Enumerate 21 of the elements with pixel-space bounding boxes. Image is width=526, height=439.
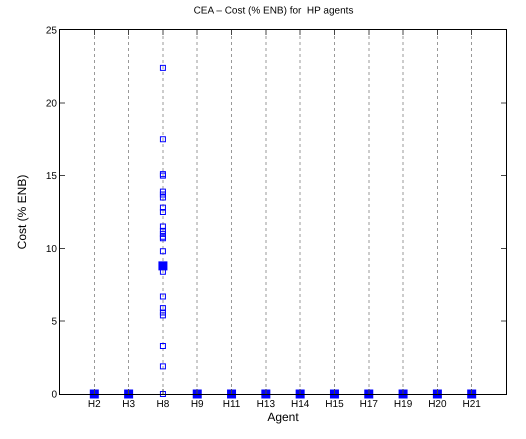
x-tick-label: H19 (394, 399, 413, 410)
x-axis-title: Agent (267, 410, 300, 424)
x-tick-label: H15 (325, 399, 344, 410)
x-tick-label: H2 (88, 399, 102, 410)
x-tick-label: H8 (156, 399, 170, 410)
x-tick-label: H11 (222, 399, 241, 410)
chart-title: CEA – Cost (% ENB) for HP agents (194, 6, 354, 17)
y-tick-label: 5 (51, 316, 58, 328)
x-tick-label: H20 (428, 399, 447, 410)
y-tick-label: 25 (46, 26, 58, 36)
x-tick-label: H13 (256, 399, 276, 410)
x-tick-label: H17 (360, 399, 378, 410)
y-tick-label: 10 (46, 244, 58, 255)
x-tick-label: H9 (190, 399, 204, 410)
y-tick-label: 15 (46, 171, 58, 182)
x-tick-label: H21 (462, 399, 482, 410)
y-tick-label: 20 (46, 98, 58, 110)
y-tick-label: 0 (51, 390, 58, 400)
x-tick-label: H14 (290, 399, 310, 410)
x-tick-label: H3 (122, 399, 136, 410)
y-axis-title: Cost (% ENB) (15, 174, 29, 250)
